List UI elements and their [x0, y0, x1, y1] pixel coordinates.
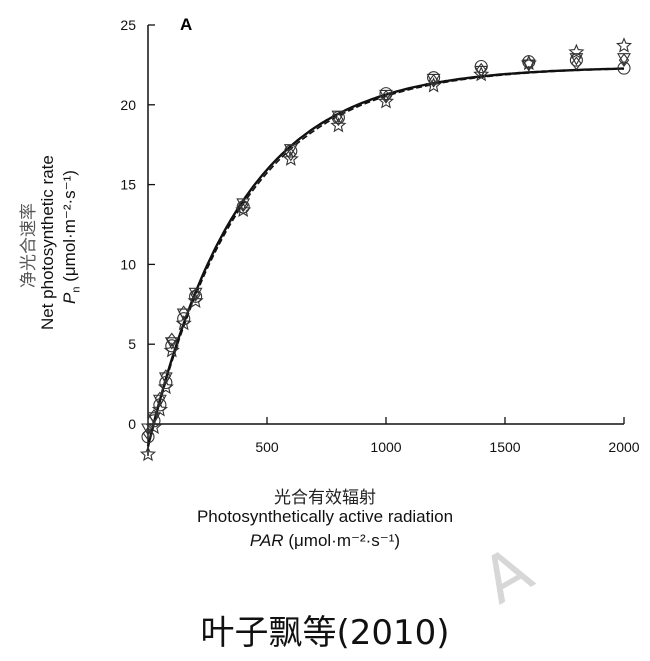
x-axis-label-en: Photosynthetically active radiation: [196, 507, 454, 526]
data-point-diamond: [428, 73, 439, 88]
data-point-star: [473, 66, 490, 82]
data-point-diamond: [154, 391, 166, 406]
y-tick-label: 15: [120, 177, 136, 193]
data-point-star: [282, 150, 299, 166]
data-point-star: [615, 37, 633, 53]
data-point-diamond: [333, 112, 344, 127]
data-point-circle: [153, 398, 167, 412]
fit-curve-solid: [146, 67, 624, 447]
data-point-star: [235, 201, 252, 217]
x-tick-label: 2000: [608, 439, 639, 455]
data-point-star: [377, 93, 395, 109]
y-axis-unit: (μmol·m⁻²·s⁻¹): [60, 170, 79, 282]
data-point-triangle: [164, 337, 179, 350]
data-point-star: [175, 315, 192, 331]
fit-curves: [146, 67, 625, 449]
data-point-diamond: [380, 89, 392, 104]
chart-axes: 0 5 10 15 20 25 500 1000 1500 2000: [120, 17, 640, 456]
y-axis-label-en: Net photosynthetic rate: [38, 155, 57, 330]
data-point-diamond: [476, 62, 487, 77]
y-axis-label-cn: 净光合速率: [19, 203, 39, 288]
citation-caption: 叶子飘等(2010): [200, 613, 450, 653]
data-point-circle: [379, 87, 393, 101]
x-tick-label: 1000: [370, 439, 401, 455]
x-tick-label: 500: [255, 439, 279, 455]
data-point-circle: [141, 430, 155, 444]
x-tick-label: 1500: [489, 439, 520, 455]
data-point-circle: [177, 312, 191, 326]
data-point-star: [568, 43, 585, 59]
data-point-triangle: [283, 144, 298, 157]
y-tick-label: 5: [128, 336, 136, 352]
data-point-diamond: [238, 198, 249, 213]
x-axis-unit: (μmol·m⁻²·s⁻¹): [288, 531, 401, 550]
data-point-star: [330, 117, 347, 133]
data-point-diamond: [178, 305, 189, 320]
data-point-star: [145, 418, 162, 435]
data-point-diamond: [618, 53, 630, 68]
y-axis-label-symbol-group: Pn (μmol·m⁻²·s⁻¹): [60, 170, 82, 304]
y-tick-label: 25: [120, 17, 136, 33]
x-axis-label-cn: 光合有效辐射: [274, 488, 376, 508]
data-point-star: [187, 292, 204, 308]
data-point-circle: [165, 339, 179, 353]
y-axis-symbol-sub: n: [70, 286, 83, 293]
y-tick-label: 20: [120, 97, 136, 113]
chart-plot: 0 5 10 15 20 25 500 1000 1500 2000 A: [120, 15, 640, 462]
x-axis-symbol: PAR: [249, 531, 284, 550]
data-point-star: [139, 445, 157, 462]
y-tick-label: 10: [120, 256, 136, 272]
data-point-diamond: [160, 369, 172, 384]
data-point-circle: [189, 289, 203, 303]
data-point-diamond: [166, 332, 177, 347]
data-point-star: [163, 342, 180, 358]
panel-label: A: [180, 15, 192, 34]
fit-curve-dashed: [147, 68, 625, 449]
data-point-star: [151, 401, 168, 417]
data-point-circle: [427, 71, 441, 85]
data-point-star: [157, 378, 174, 395]
data-point-star: [425, 77, 442, 93]
data-point-diamond: [190, 287, 201, 302]
data-point-circle: [159, 375, 173, 390]
data-point-diamond: [285, 147, 296, 162]
y-tick-label: 0: [128, 416, 136, 432]
data-point-circle: [147, 414, 161, 428]
data-point-triangle: [569, 53, 584, 66]
y-axis-symbol: P: [60, 292, 79, 304]
data-point-star: [520, 54, 537, 71]
data-point-diamond: [571, 56, 582, 71]
x-axis-label-unit-line: PAR (μmol·m⁻²·s⁻¹): [0, 531, 650, 551]
data-point-circle: [617, 61, 631, 75]
data-markers: [139, 37, 633, 462]
